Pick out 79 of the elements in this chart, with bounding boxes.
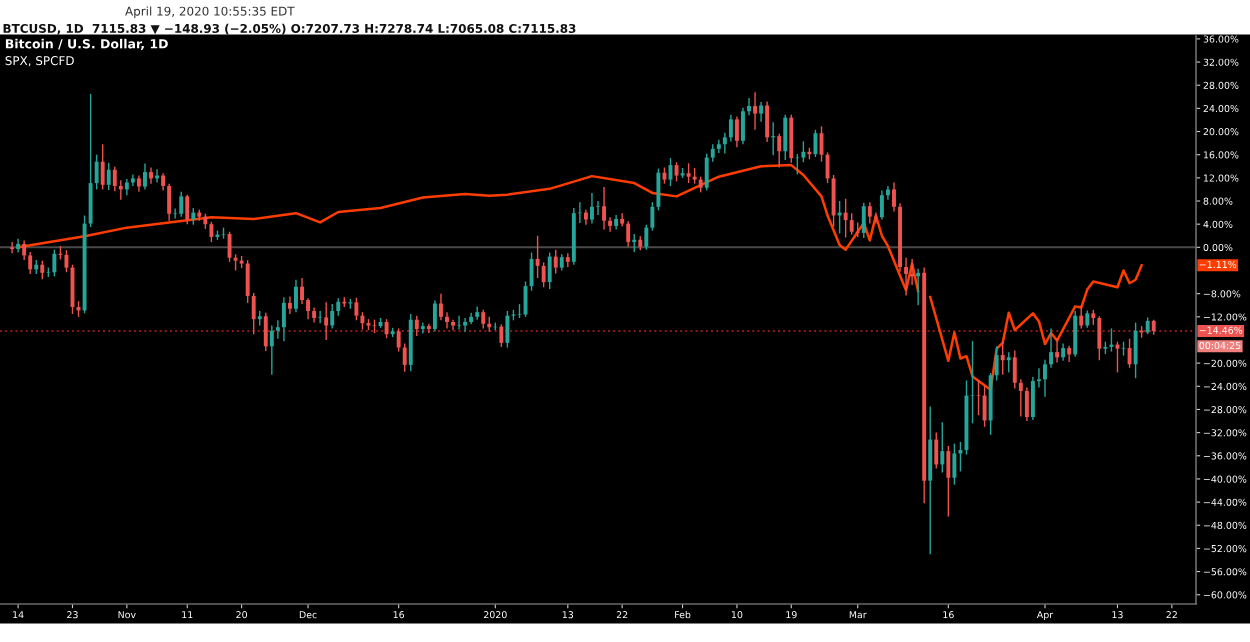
candlestick xyxy=(408,313,413,372)
candlestick xyxy=(143,162,147,191)
candlestick xyxy=(1133,321,1138,379)
candlestick xyxy=(209,221,214,243)
candlestick xyxy=(602,186,606,231)
candlestick xyxy=(112,166,117,192)
candlestick xyxy=(596,200,600,216)
candlestick xyxy=(185,193,190,225)
candlestick xyxy=(813,129,818,158)
candlestick xyxy=(789,114,794,164)
candlestick xyxy=(414,314,419,337)
candlestick xyxy=(324,301,329,341)
candlestick xyxy=(777,133,782,169)
candlestick xyxy=(541,261,546,288)
candlestick xyxy=(287,295,292,315)
candlestick xyxy=(783,114,788,161)
candlestick xyxy=(1073,310,1078,358)
candlestick xyxy=(179,191,184,218)
candlestick xyxy=(547,251,552,290)
candlestick xyxy=(263,312,268,352)
candlestick xyxy=(457,314,462,331)
candlestick xyxy=(64,249,69,273)
candlestick xyxy=(318,310,323,324)
candlestick xyxy=(100,143,105,191)
candlestick xyxy=(928,405,933,555)
candlestick xyxy=(734,115,739,148)
candlestick xyxy=(849,212,854,236)
candlestick xyxy=(626,220,631,248)
candlestick xyxy=(831,174,836,228)
candlestick xyxy=(52,248,57,277)
candlestick xyxy=(934,431,939,470)
candlestick xyxy=(481,309,486,330)
candlestick xyxy=(553,248,558,275)
candlestick xyxy=(535,235,540,279)
candlestick xyxy=(759,101,764,123)
candlestick xyxy=(10,241,15,254)
candlestick xyxy=(753,91,758,131)
candlestick xyxy=(590,192,594,225)
candlestick xyxy=(475,305,480,321)
candlestick xyxy=(149,166,153,185)
candlestick xyxy=(765,100,770,143)
candlestick xyxy=(384,318,389,339)
candlestick xyxy=(499,323,504,348)
candlestick xyxy=(704,152,709,192)
candlestick xyxy=(1006,351,1011,374)
candlestick xyxy=(686,162,691,184)
candlestick xyxy=(463,317,468,333)
candlestick xyxy=(940,421,945,474)
candlestick xyxy=(22,239,27,261)
candlestick xyxy=(420,321,425,335)
candlestick xyxy=(330,303,335,330)
candlestick xyxy=(843,198,848,239)
candlestick xyxy=(879,189,884,221)
candlestick xyxy=(952,442,957,486)
candlestick xyxy=(946,445,951,518)
candlestick xyxy=(1000,341,1005,376)
candlestick xyxy=(867,201,872,225)
candlestick xyxy=(294,279,298,313)
candlestick xyxy=(106,162,111,191)
candlestick xyxy=(432,299,437,332)
candlestick xyxy=(505,310,510,349)
candlestick xyxy=(970,340,975,425)
candlestick xyxy=(1097,315,1102,361)
candlestick xyxy=(529,251,534,292)
candlestick xyxy=(1024,386,1029,422)
candlestick xyxy=(1055,337,1060,364)
candlestick xyxy=(861,202,866,239)
candlestick xyxy=(281,296,286,342)
candlestick xyxy=(1127,338,1132,369)
candlestick xyxy=(426,323,431,334)
candlestick xyxy=(438,292,443,321)
candlestick xyxy=(16,237,21,254)
candlestick xyxy=(1030,376,1035,421)
candlestick xyxy=(130,173,135,187)
candlestick xyxy=(982,385,987,428)
candlestick xyxy=(269,324,274,376)
candlestick xyxy=(40,259,45,280)
candlestick xyxy=(1079,305,1084,330)
candlestick xyxy=(354,297,359,321)
